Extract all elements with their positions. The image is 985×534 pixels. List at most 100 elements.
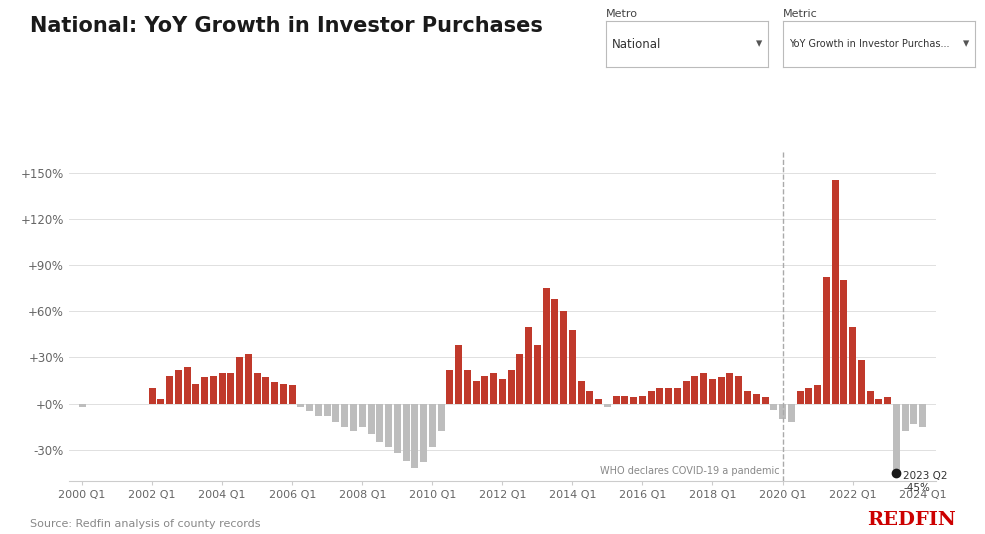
Bar: [560, 311, 567, 404]
Bar: [376, 404, 383, 442]
Bar: [473, 381, 480, 404]
Bar: [428, 404, 435, 447]
Bar: [367, 404, 374, 434]
Bar: [814, 385, 821, 404]
Text: National: National: [613, 37, 662, 51]
Bar: [297, 404, 304, 407]
Bar: [236, 357, 243, 404]
Bar: [744, 391, 751, 404]
Bar: [254, 373, 261, 404]
Bar: [788, 404, 795, 422]
Bar: [718, 378, 725, 404]
Bar: [822, 277, 829, 404]
Bar: [901, 404, 908, 431]
Bar: [867, 391, 874, 404]
Bar: [622, 396, 628, 404]
Bar: [753, 395, 759, 404]
Bar: [613, 396, 620, 404]
Bar: [665, 388, 672, 404]
Bar: [919, 404, 926, 427]
Bar: [464, 370, 471, 404]
Bar: [210, 376, 217, 404]
Bar: [709, 379, 716, 404]
Bar: [455, 345, 462, 404]
Bar: [691, 376, 698, 404]
Bar: [149, 388, 156, 404]
Bar: [604, 404, 611, 407]
Bar: [183, 367, 191, 404]
Bar: [797, 391, 804, 404]
Bar: [700, 373, 707, 404]
Bar: [333, 404, 340, 422]
Bar: [806, 388, 813, 404]
Bar: [166, 376, 173, 404]
Bar: [446, 370, 453, 404]
Bar: [201, 378, 208, 404]
Bar: [341, 404, 349, 427]
Bar: [498, 379, 506, 404]
Text: REDFIN: REDFIN: [867, 511, 955, 529]
Bar: [412, 404, 419, 468]
Bar: [910, 404, 917, 423]
Bar: [262, 378, 270, 404]
Bar: [577, 381, 585, 404]
Bar: [491, 373, 497, 404]
Bar: [289, 385, 295, 404]
Bar: [543, 288, 550, 404]
Bar: [770, 404, 777, 410]
Bar: [779, 404, 786, 419]
Bar: [892, 404, 900, 473]
Bar: [324, 404, 331, 416]
Bar: [306, 404, 313, 411]
Bar: [849, 327, 856, 404]
Bar: [175, 370, 182, 404]
Bar: [158, 399, 164, 404]
Text: YoY Growth in Investor Purchas...: YoY Growth in Investor Purchas...: [789, 39, 950, 49]
Bar: [885, 397, 891, 404]
Text: Source: Redfin analysis of county records: Source: Redfin analysis of county record…: [30, 519, 260, 529]
Text: National: YoY Growth in Investor Purchases: National: YoY Growth in Investor Purchas…: [30, 16, 543, 36]
Bar: [228, 373, 234, 404]
Bar: [525, 327, 532, 404]
Bar: [552, 299, 558, 404]
Bar: [394, 404, 401, 453]
Bar: [858, 360, 865, 404]
Bar: [639, 396, 646, 404]
Bar: [586, 391, 593, 404]
Bar: [192, 383, 199, 404]
Bar: [280, 383, 287, 404]
Bar: [831, 180, 838, 404]
Bar: [674, 388, 681, 404]
Text: ▾: ▾: [755, 37, 761, 51]
Bar: [569, 329, 576, 404]
Bar: [840, 280, 847, 404]
Bar: [420, 404, 427, 462]
Bar: [350, 404, 357, 431]
Bar: [507, 370, 514, 404]
Text: ▾: ▾: [963, 37, 969, 51]
Bar: [761, 397, 768, 404]
Bar: [219, 373, 226, 404]
Bar: [385, 404, 392, 447]
Text: Metro: Metro: [606, 9, 637, 19]
Text: 2023 Q2
-45%: 2023 Q2 -45%: [903, 472, 948, 493]
Bar: [656, 388, 664, 404]
Bar: [516, 355, 523, 404]
Bar: [595, 399, 602, 404]
Bar: [648, 391, 655, 404]
Text: WHO declares COVID-19 a pandemic: WHO declares COVID-19 a pandemic: [600, 466, 780, 476]
Bar: [482, 376, 489, 404]
Bar: [79, 404, 86, 407]
Bar: [534, 345, 541, 404]
Bar: [683, 381, 689, 404]
Bar: [727, 373, 734, 404]
Bar: [245, 355, 252, 404]
Bar: [403, 404, 410, 461]
Bar: [876, 399, 883, 404]
Bar: [735, 376, 743, 404]
Bar: [359, 404, 365, 427]
Bar: [630, 397, 637, 404]
Text: Metric: Metric: [783, 9, 818, 19]
Bar: [271, 382, 278, 404]
Bar: [315, 404, 322, 416]
